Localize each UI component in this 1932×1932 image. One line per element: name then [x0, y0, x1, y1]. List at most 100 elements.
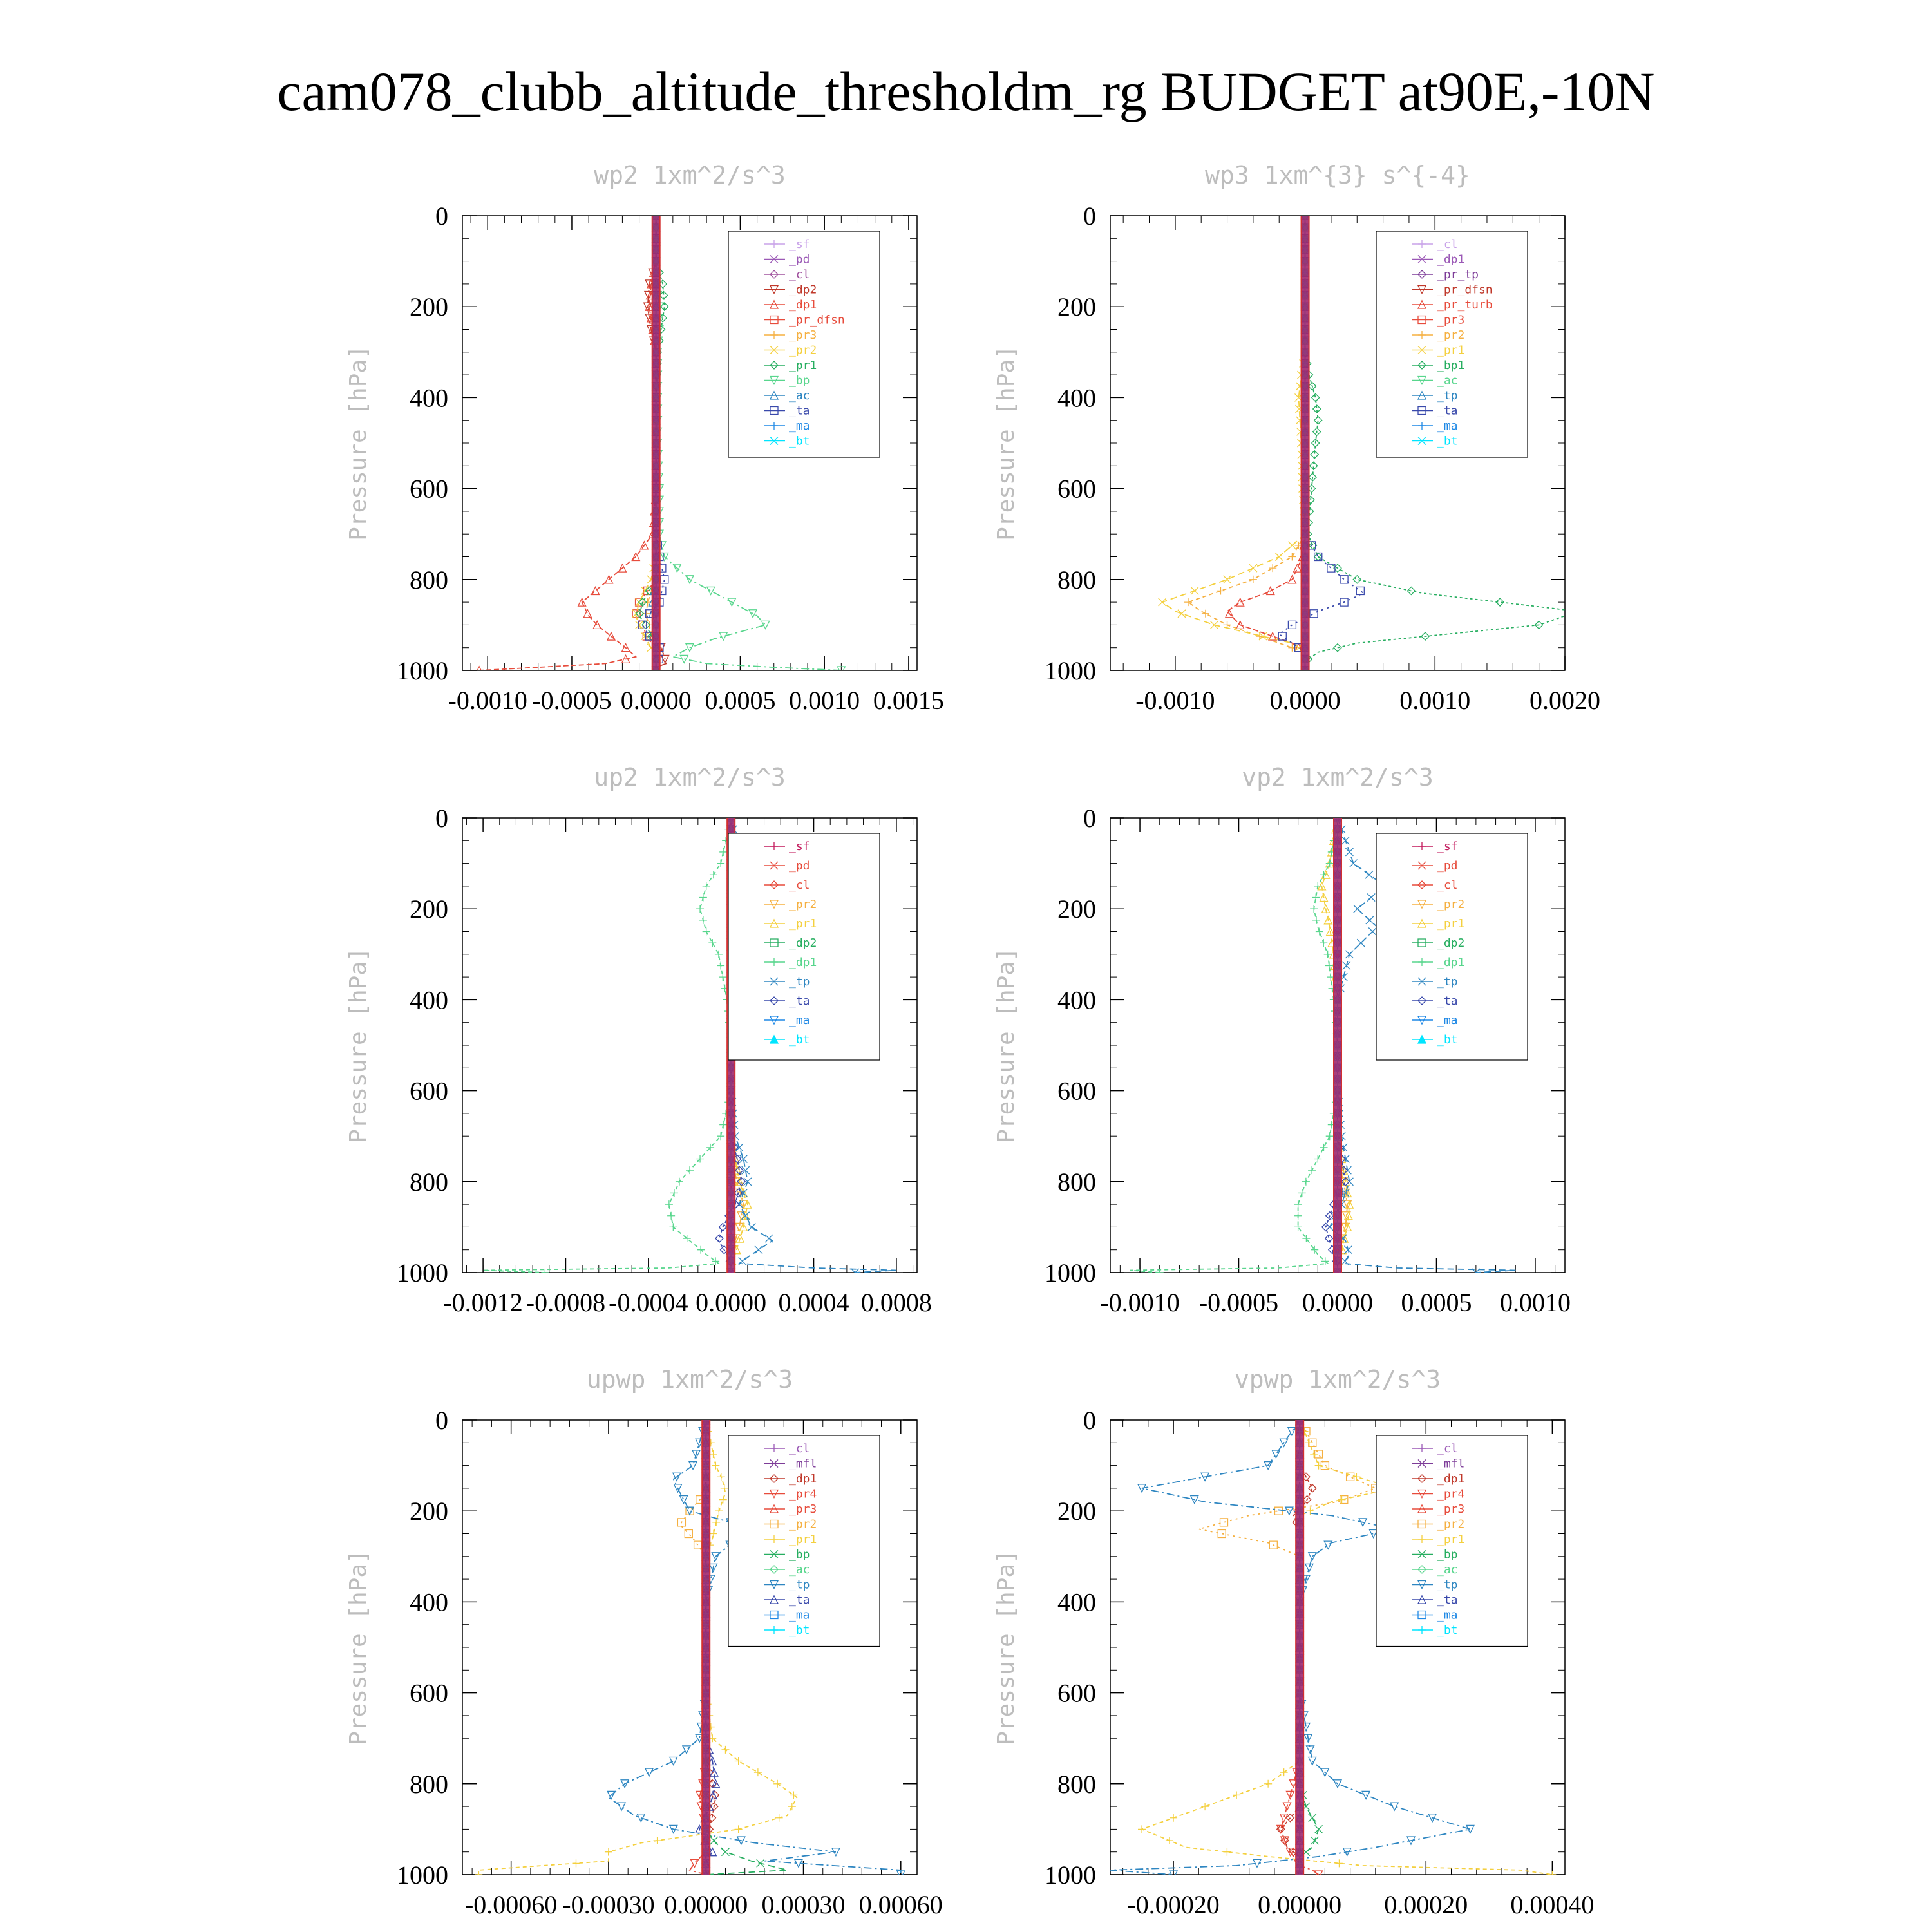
series-marker-pr1: [1258, 632, 1267, 641]
x-tick-label: 0.0010: [789, 686, 860, 715]
series-marker-bp: [719, 632, 728, 641]
legend-swatch-marker: [770, 1565, 779, 1574]
series-marker-bp1: [1307, 381, 1317, 391]
zero-overlap-band: [702, 1420, 710, 1875]
series-marker-pr2: [640, 632, 649, 641]
series-marker-bp: [706, 586, 715, 596]
series-marker-bp: [748, 609, 758, 619]
legend-label: _sf: [789, 840, 810, 853]
legend-label: _bt: [789, 435, 810, 448]
legend-label: _bp: [789, 374, 810, 388]
y-tick-label: 600: [1057, 1679, 1096, 1708]
legend-label: _dp1: [789, 1472, 817, 1486]
legend-label: _dp2: [789, 936, 817, 950]
series-marker-dp1: [1155, 1269, 1164, 1273]
series-line-pr2: [1187, 216, 1306, 670]
legend-label: _pr2: [789, 898, 817, 911]
legend-box: [728, 1435, 880, 1647]
legend-swatch-marker: [1417, 977, 1426, 986]
legend-swatch-marker: [770, 842, 778, 850]
y-tick-label: 200: [410, 895, 448, 923]
series-marker-pr1: [715, 1507, 723, 1515]
y-tick-label: 600: [1057, 475, 1096, 504]
series-marker-tp: [1356, 938, 1365, 947]
legend-label: _tp: [1437, 389, 1458, 402]
series-marker-pr1: [1319, 893, 1329, 902]
series-marker-tp: [688, 1461, 698, 1471]
series-marker-tp: [1264, 1461, 1273, 1471]
series-marker-pr2: [1201, 609, 1209, 618]
series-marker-bp: [756, 1859, 765, 1868]
x-tick-label: -0.00060: [465, 1890, 557, 1919]
legend-swatch-marker: [769, 375, 779, 385]
legend-swatch-marker: [770, 406, 779, 415]
series-marker-tp: [1304, 1563, 1314, 1573]
series-marker-ta: [660, 575, 669, 584]
series-marker-pr4: [1280, 1836, 1289, 1846]
series-marker-ta: [737, 1177, 746, 1186]
series-marker-pr1: [1201, 1803, 1209, 1811]
series-marker-tp: [1368, 927, 1377, 936]
x-tick-label: 0.0008: [861, 1288, 932, 1317]
series-marker-pr1: [1345, 1199, 1354, 1209]
legend-swatch-marker: [770, 1626, 778, 1634]
series-marker-ta: [1340, 575, 1349, 584]
series-marker-dp1: [1320, 871, 1328, 879]
legend-label: _cl: [1437, 1442, 1458, 1455]
legend-swatch-marker: [1417, 1489, 1427, 1499]
legend-swatch-marker: [1418, 331, 1426, 339]
panel-title: wp2 1xm^2/s^3: [594, 161, 785, 189]
series-marker-dp1: [1320, 1143, 1328, 1151]
legend-label: _ma: [789, 1609, 810, 1622]
series-marker-pr1: [709, 1530, 717, 1538]
series-marker-pr2: [693, 1540, 703, 1549]
series-marker-pr1: [1138, 1825, 1146, 1833]
series-marker-tp: [1137, 1484, 1147, 1493]
series-marker-dp1: [1323, 950, 1332, 958]
series-marker-dp2: [645, 279, 654, 289]
y-axis-label: Pressure [hPa]: [993, 1549, 1019, 1745]
y-tick-label: 0: [1083, 1406, 1096, 1435]
legend-swatch-marker: [770, 1550, 779, 1558]
series-marker-pr1: [1305, 1439, 1313, 1447]
series-marker-bp: [837, 666, 846, 670]
series-marker-pr1: [775, 1814, 783, 1822]
legend-swatch-marker: [770, 315, 779, 325]
series-marker-tp: [739, 1155, 748, 1163]
series-marker-ta: [735, 1166, 744, 1175]
legend-swatch-marker: [1417, 270, 1426, 279]
series-marker-dp1: [645, 301, 654, 311]
legend-swatch-marker: [770, 361, 779, 370]
series-marker-dp1: [1298, 1189, 1306, 1197]
x-tick-label: 0.0000: [1302, 1288, 1373, 1317]
zero-overlap-band: [1296, 1420, 1304, 1875]
series-marker-tp: [1365, 870, 1374, 879]
series-marker-dp1: [686, 1166, 694, 1175]
series-marker-dp1: [1308, 1166, 1316, 1175]
series-marker-tp: [739, 1188, 748, 1197]
series-marker-ta: [1278, 632, 1287, 641]
series-marker-tp: [1341, 1188, 1350, 1197]
x-tick-label: -0.0010: [448, 686, 527, 715]
x-tick-label: 0.0020: [1530, 686, 1600, 715]
legend-swatch-marker: [770, 346, 779, 354]
legend-label: _ta: [1437, 404, 1458, 418]
legend-swatch-marker: [1417, 406, 1426, 415]
legend-label: _ta: [789, 404, 810, 418]
legend-label: _cl: [789, 268, 810, 281]
legend-box: [728, 833, 880, 1061]
series-marker-pr1: [635, 609, 645, 618]
series-marker-pr1: [1280, 1768, 1288, 1777]
series-marker-dp1: [621, 643, 630, 652]
series-marker-dp1: [1325, 859, 1334, 867]
series-marker-dp1: [1314, 1155, 1322, 1163]
series-marker-dp1: [1325, 1132, 1334, 1141]
legend-swatch-marker: [1417, 861, 1426, 870]
series-marker-dp1: [719, 973, 727, 981]
series-marker-tp: [1303, 1734, 1313, 1743]
legend-label: _pr_dfsn: [789, 314, 845, 327]
series-marker-bp1: [1308, 473, 1318, 482]
y-axis-label: Pressure [hPa]: [993, 345, 1019, 540]
series-marker-ta: [1327, 564, 1336, 573]
legend-label: _mfl: [1437, 1457, 1464, 1471]
